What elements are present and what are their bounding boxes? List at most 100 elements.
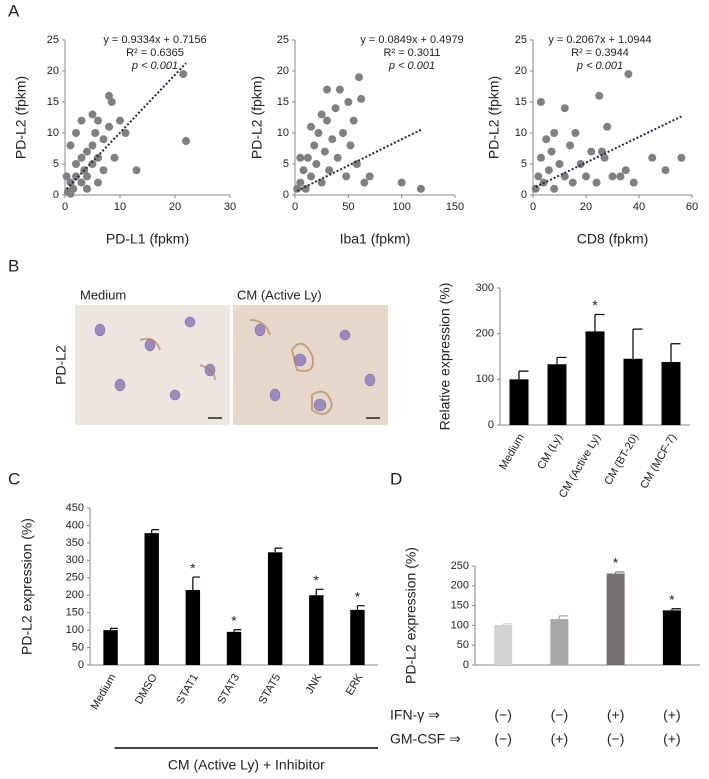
point [571, 129, 580, 137]
point [77, 178, 86, 187]
x-tick-label: 60 [686, 201, 698, 213]
bar [494, 625, 513, 665]
point [346, 141, 355, 150]
micrograph-label: CM (Active Ly) [237, 287, 322, 302]
x-tick-label: JNK [304, 671, 325, 696]
point [121, 129, 130, 137]
point [550, 129, 559, 137]
bar [585, 331, 605, 425]
y-tick-label: 200 [66, 589, 84, 601]
point [335, 85, 344, 94]
condition-cell: (−) [551, 707, 569, 723]
point [182, 137, 190, 146]
bar [606, 573, 625, 665]
point [339, 129, 347, 137]
y-tick-label: 250 [451, 560, 469, 572]
point [349, 116, 358, 125]
point [296, 178, 305, 187]
point [544, 166, 553, 175]
bar [623, 358, 643, 425]
error-bar [151, 529, 159, 534]
point [301, 184, 310, 193]
point [536, 153, 545, 162]
point [542, 135, 551, 144]
error-bar [670, 343, 681, 362]
point [299, 166, 308, 175]
x-tick-label: 20 [169, 201, 181, 213]
error-bar [518, 370, 529, 380]
annotation: y = 0.2067x + 1.0944 [548, 34, 651, 46]
bar [661, 361, 681, 425]
condition-cell: (−) [494, 707, 512, 723]
y-tick-label: 200 [476, 328, 494, 340]
point [550, 184, 559, 193]
point [597, 147, 606, 156]
error-bar [615, 571, 625, 574]
point [99, 135, 108, 144]
point [88, 110, 97, 119]
point [352, 160, 361, 168]
error-bar [632, 328, 643, 359]
group-label: CM (Active Ly) + Inhibitor [168, 757, 325, 773]
point [547, 147, 556, 156]
trendline [296, 128, 422, 192]
point [94, 153, 102, 162]
point [110, 153, 119, 162]
annotation: y = 0.0849x + 0.4979 [360, 34, 463, 46]
point [616, 172, 625, 181]
y-tick-label: 0 [521, 189, 527, 201]
point [307, 172, 315, 181]
x-tick-label: 150 [446, 201, 464, 213]
point [360, 178, 369, 187]
point [677, 153, 686, 162]
point [307, 122, 315, 131]
bar [547, 364, 567, 425]
point [66, 141, 75, 150]
trendline [65, 62, 187, 190]
annotation: p < 0.001 [576, 60, 623, 72]
y-tick-label: 300 [476, 282, 494, 294]
point [536, 98, 545, 106]
point [355, 73, 363, 82]
x-tick-label: CM (Active Ly) [557, 432, 603, 500]
y-axis-label: Relative expression (%) [437, 283, 453, 431]
point [608, 172, 617, 181]
x-tick-label: STAT1 [174, 672, 201, 706]
y-tick-label: 20 [277, 65, 289, 77]
point [320, 147, 329, 156]
point [344, 98, 353, 106]
bar [309, 595, 324, 665]
condition-cell: (+) [663, 731, 681, 747]
x-tick-label: DMSO [133, 672, 160, 707]
y-tick-label: 100 [476, 373, 494, 385]
error-bar [356, 605, 365, 610]
micrograph-label: Medium [80, 287, 126, 302]
annotation: R² = 0.6365 [126, 47, 184, 59]
bar [267, 552, 283, 665]
point [88, 160, 97, 168]
significance-marker: * [613, 555, 619, 571]
point [661, 166, 670, 175]
point [62, 172, 71, 181]
point [416, 184, 425, 193]
point [397, 178, 406, 187]
point [323, 85, 331, 94]
condition-label: GM-CSF ⇒ [390, 731, 461, 747]
error-bar [594, 313, 605, 332]
x-tick-label: 0 [62, 201, 68, 213]
point [91, 129, 100, 137]
point [534, 172, 543, 181]
y-axis-label: PD-L2 (fpkm) [249, 76, 265, 159]
point [312, 160, 321, 168]
point [303, 153, 312, 162]
significance-marker: * [190, 560, 196, 576]
point [72, 129, 80, 137]
point [72, 160, 80, 168]
point [576, 160, 585, 168]
panel-label: A [8, 1, 20, 20]
condition-cell: (+) [551, 731, 569, 747]
y-tick-label: 300 [66, 554, 84, 566]
x-tick-label: CM (Ly) [535, 432, 565, 472]
annotation: p < 0.001 [131, 60, 178, 72]
